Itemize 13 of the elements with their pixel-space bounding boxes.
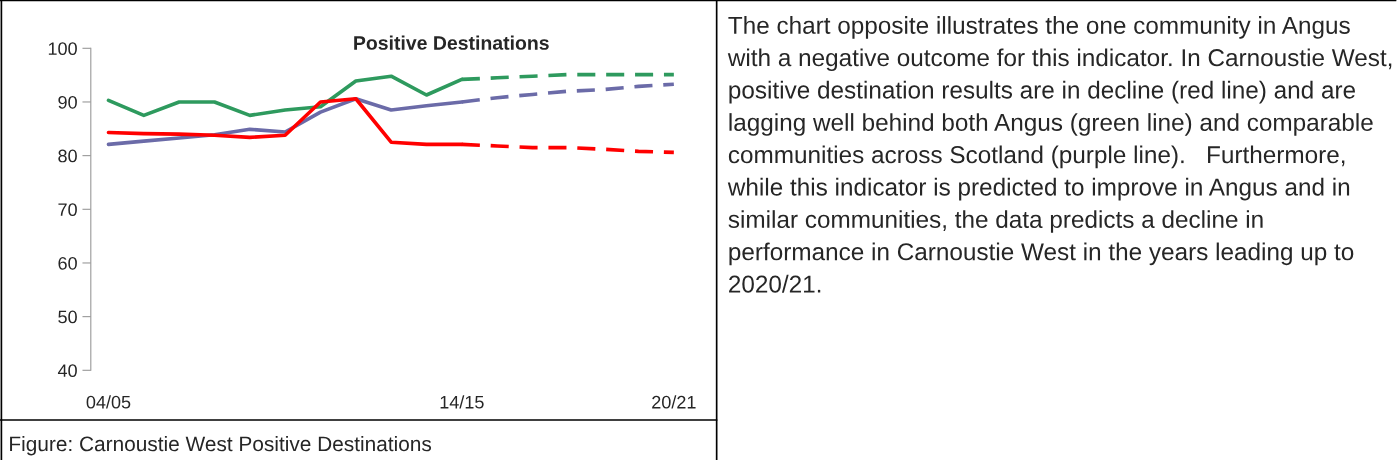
y-tick-label: 50 [58, 310, 77, 324]
y-tick-label: 70 [58, 203, 77, 217]
y-tick-label: 60 [58, 256, 77, 270]
y-tick-label: 100 [48, 42, 77, 56]
y-tick-label: 90 [58, 95, 77, 109]
y-tick-label: 80 [58, 149, 77, 163]
x-tick-label: 04/05 [86, 395, 131, 409]
x-tick-label: 20/21 [652, 395, 696, 409]
text: Figure: Carnoustie West Positive Destinations [10, 435, 432, 456]
x-tick-label: 14/15 [440, 395, 484, 409]
chart-title: Positive Destinations [354, 35, 549, 50]
y-tick-label: 40 [57, 364, 77, 378]
text: The chart opposite illustrates the one community in Angus with a negative outcome for this indicator. In Carnoustie West, positive destination results are in decline (red line) and are lagging well behind both Angus (green line) and comparable communities across Scotland (purple line). Furthermore, while this indicator is predicted to improve in Angus and in similar communities, the data predicts a decline in performance in Carnoustie West in the years leading up to 2020/21. [727, 16, 1392, 293]
